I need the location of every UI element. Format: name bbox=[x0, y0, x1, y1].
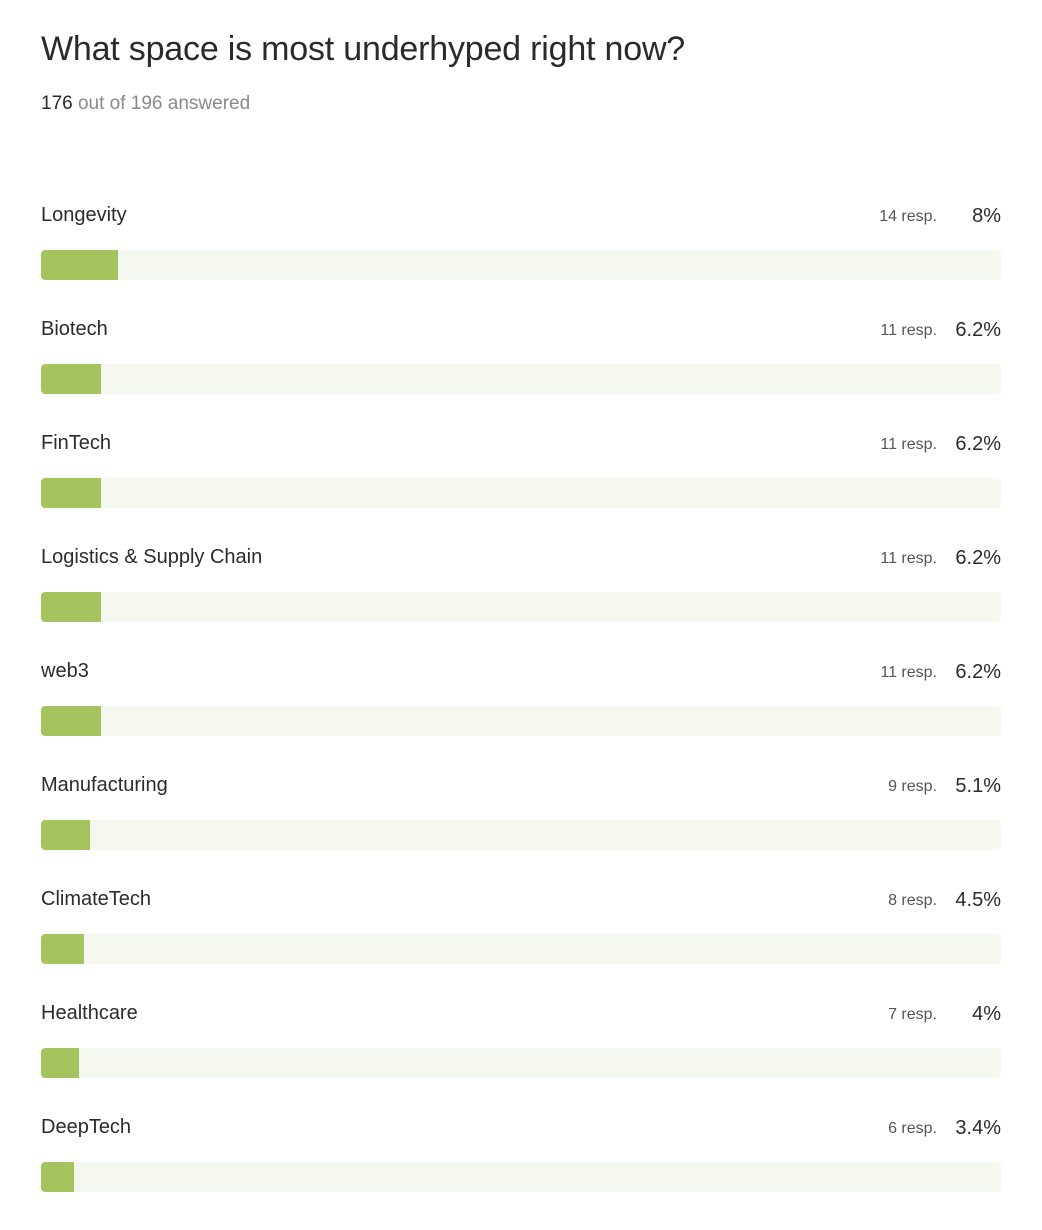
bar-track bbox=[41, 706, 1001, 736]
answered-summary: 176 out of 196 answered bbox=[41, 93, 250, 115]
option-response-count: 7 resp. bbox=[888, 1006, 937, 1023]
bar-fill bbox=[41, 478, 101, 508]
options-list: Longevity 14 resp. 8% Biotech 11 resp. 6… bbox=[41, 190, 1001, 1216]
option-label: DeepTech bbox=[41, 1116, 132, 1138]
option-label: Biotech bbox=[41, 318, 108, 340]
option-percent: 6.2% bbox=[955, 319, 1001, 341]
bar-track bbox=[41, 1048, 1001, 1078]
option-percent: 6.2% bbox=[955, 433, 1001, 455]
option-row: Biotech 11 resp. 6.2% bbox=[41, 304, 1001, 418]
option-label: Healthcare bbox=[41, 1002, 138, 1024]
option-percent: 4.5% bbox=[955, 889, 1001, 911]
answered-count: 176 bbox=[41, 93, 73, 114]
bar-fill bbox=[41, 1162, 74, 1192]
bar-fill bbox=[41, 250, 118, 280]
option-response-count: 14 resp. bbox=[879, 208, 937, 225]
bar-track bbox=[41, 934, 1001, 964]
option-response-count: 11 resp. bbox=[880, 550, 937, 567]
option-percent: 8% bbox=[972, 205, 1001, 227]
bar-fill bbox=[41, 706, 101, 736]
option-response-count: 6 resp. bbox=[888, 1120, 937, 1137]
bar-fill bbox=[41, 1048, 79, 1078]
option-response-count: 9 resp. bbox=[888, 778, 937, 795]
option-percent: 5.1% bbox=[955, 775, 1001, 797]
option-percent: 6.2% bbox=[955, 547, 1001, 569]
option-row: web3 11 resp. 6.2% bbox=[41, 646, 1001, 760]
option-response-count: 11 resp. bbox=[880, 436, 937, 453]
option-row: Healthcare 7 resp. 4% bbox=[41, 988, 1001, 1102]
option-label: web3 bbox=[41, 660, 89, 682]
option-label: Manufacturing bbox=[41, 774, 168, 796]
bar-fill bbox=[41, 934, 84, 964]
option-row: ClimateTech 8 resp. 4.5% bbox=[41, 874, 1001, 988]
option-percent: 6.2% bbox=[955, 661, 1001, 683]
option-response-count: 11 resp. bbox=[880, 664, 937, 681]
bar-track bbox=[41, 478, 1001, 508]
bar-track bbox=[41, 250, 1001, 280]
option-label: ClimateTech bbox=[41, 888, 152, 910]
option-row: DeepTech 6 resp. 3.4% bbox=[41, 1102, 1001, 1216]
bar-track bbox=[41, 364, 1001, 394]
bar-fill bbox=[41, 364, 101, 394]
answered-suffix: out of 196 answered bbox=[77, 93, 251, 114]
option-label: Logistics & Supply Chain bbox=[41, 546, 263, 568]
bar-fill bbox=[41, 820, 90, 850]
bar-track bbox=[41, 1162, 1001, 1192]
option-row: Manufacturing 9 resp. 5.1% bbox=[41, 760, 1001, 874]
option-row: Logistics & Supply Chain 11 resp. 6.2% bbox=[41, 532, 1001, 646]
option-label: Longevity bbox=[41, 204, 127, 226]
bar-track bbox=[41, 592, 1001, 622]
option-row: Longevity 14 resp. 8% bbox=[41, 190, 1001, 304]
option-row: FinTech 11 resp. 6.2% bbox=[41, 418, 1001, 532]
option-percent: 3.4% bbox=[955, 1117, 1001, 1139]
option-percent: 4% bbox=[972, 1003, 1001, 1025]
question-title: What space is most underhyped right now? bbox=[41, 30, 686, 68]
bar-fill bbox=[41, 592, 101, 622]
option-response-count: 11 resp. bbox=[880, 322, 937, 339]
option-label: FinTech bbox=[41, 432, 112, 454]
bar-track bbox=[41, 820, 1001, 850]
option-response-count: 8 resp. bbox=[888, 892, 937, 909]
